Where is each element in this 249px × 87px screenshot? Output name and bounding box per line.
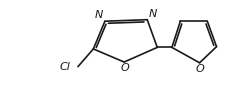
Text: O: O <box>121 63 129 73</box>
Text: O: O <box>196 64 205 74</box>
Text: Cl: Cl <box>59 62 70 72</box>
Text: N: N <box>95 10 103 20</box>
Text: N: N <box>149 9 157 19</box>
